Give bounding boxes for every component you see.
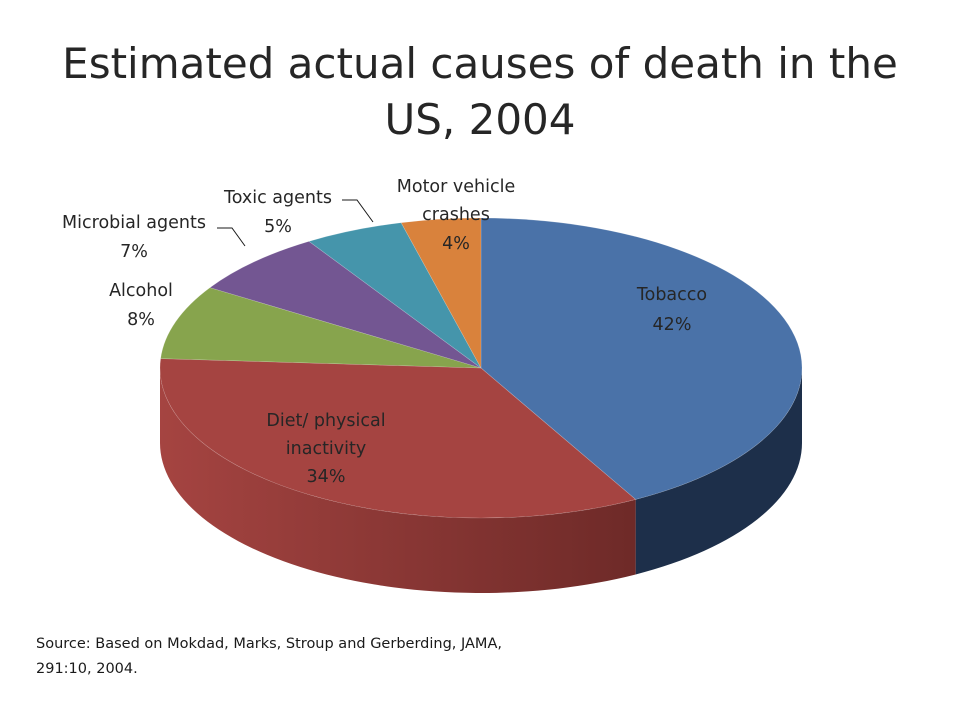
chart-title: Estimated actual causes of death in the … <box>62 39 898 144</box>
category-label-diet-physical-inactivity: Diet/ physical <box>266 411 385 431</box>
leader-line-microbial-agents <box>217 227 246 247</box>
pie-labels: Tobacco 42% Diet/ physical inactivity 34% Alc… <box>62 177 707 487</box>
pie-slice-microbial-agents <box>209 241 482 369</box>
pie-slice-tobacco <box>480 217 803 500</box>
category-label-diet-physical-inactivity: inactivity <box>286 439 366 459</box>
category-label-alcohol: Alcohol <box>109 281 173 301</box>
category-label-motor-vehicle-crashes: crashes <box>422 205 490 225</box>
category-label-tobacco: Tobacco <box>636 285 707 305</box>
pie-slices <box>159 217 803 519</box>
data-label-alcohol: 8% <box>127 310 155 330</box>
pie-slice-toxic-agents <box>308 222 482 369</box>
data-label-tobacco: 42% <box>653 315 692 335</box>
data-label-diet-physical-inactivity: 34% <box>307 467 346 487</box>
leader-line-toxic-agents <box>342 199 374 223</box>
pie-slice-diet-physical-inactivity <box>159 358 637 519</box>
pie-slice-alcohol <box>160 287 482 369</box>
pie-slice-motor-vehicle-crashes <box>400 217 482 369</box>
category-label-microbial-agents: Microbial agents <box>62 213 206 233</box>
category-label-toxic-agents: Toxic agents <box>223 188 332 208</box>
source-note: Source: Based on Mokdad, Marks, Stroup a… <box>36 636 502 677</box>
pie-sides <box>160 368 802 593</box>
data-label-motor-vehicle-crashes: 4% <box>442 234 470 254</box>
category-label-motor-vehicle-crashes: Motor vehicle <box>397 177 515 197</box>
data-label-toxic-agents: 5% <box>264 217 292 237</box>
pie-side-diet-physical-inactivity <box>160 368 636 593</box>
pie-side-tobacco <box>635 368 802 575</box>
data-label-microbial-agents: 7% <box>120 242 148 262</box>
